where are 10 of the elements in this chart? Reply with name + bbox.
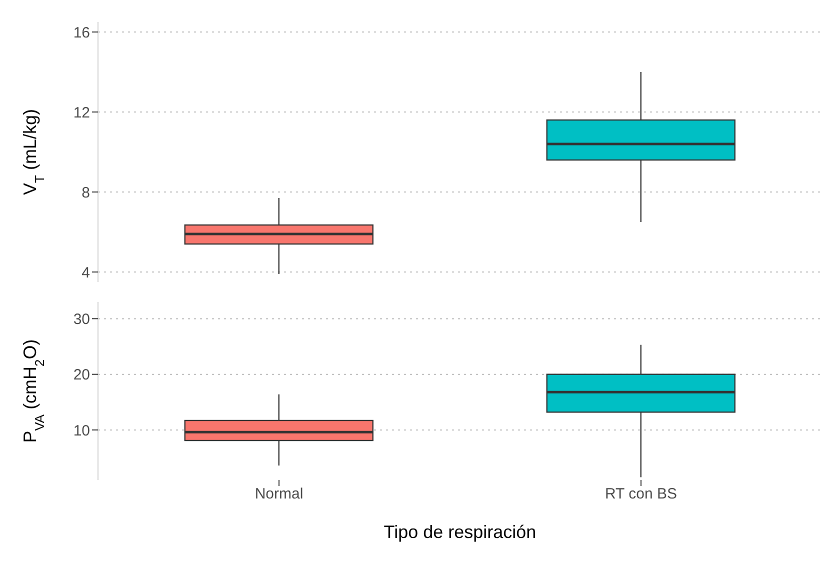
y-tick-label: 12 bbox=[73, 104, 90, 122]
y-tick-label: 4 bbox=[82, 264, 90, 282]
x-tick-label: Normal bbox=[254, 486, 304, 503]
y-tick-label: 8 bbox=[82, 184, 90, 202]
x-axis-title: Tipo de respiración bbox=[384, 522, 536, 542]
y-tick-label: 16 bbox=[73, 24, 90, 42]
y-tick-label: 20 bbox=[73, 366, 90, 384]
y-tick-label: 10 bbox=[73, 422, 90, 440]
y-tick-label: 30 bbox=[73, 311, 90, 328]
x-tick-label: RT con BS bbox=[605, 486, 677, 503]
